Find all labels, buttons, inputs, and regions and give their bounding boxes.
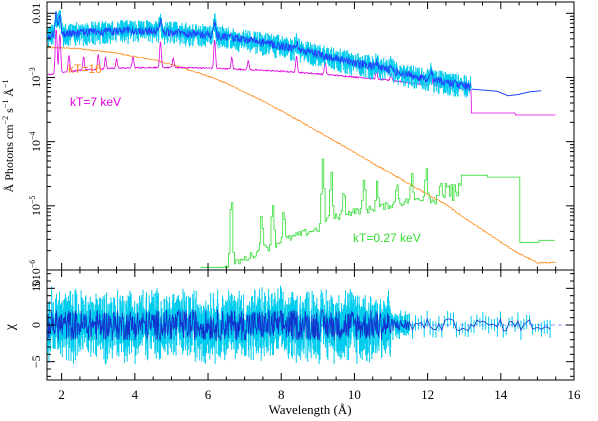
series-data-line xyxy=(47,11,472,91)
residual-plot-area xyxy=(47,285,574,365)
y-tick-label-residual: −5 xyxy=(29,355,43,368)
x-tick-label: 10 xyxy=(348,387,361,402)
x-tick-label: 12 xyxy=(421,387,434,402)
x-tick-label: 6 xyxy=(205,387,212,402)
y-tick-label-residual: 10 xyxy=(29,280,43,292)
y-tick-label: 0.01 xyxy=(29,3,43,24)
y-tick-label: 10−6 xyxy=(28,260,43,281)
x-tick-label: 8 xyxy=(278,387,285,402)
annotation-kt7: kT=7 keV xyxy=(70,95,121,109)
annotation-kt027: kT=0.27 keV xyxy=(353,231,421,245)
y-tick-label: 10−3 xyxy=(28,67,43,88)
x-tick-label: 2 xyxy=(58,387,65,402)
residual-ylabel: χ xyxy=(3,323,18,331)
xlabel: Wavelength (Å) xyxy=(268,402,351,417)
x-tick-label: 14 xyxy=(494,387,508,402)
annotation-kt16: kT=16 xyxy=(68,62,102,76)
y-tick-label: 10−4 xyxy=(28,131,43,152)
series-kt16-line xyxy=(47,46,556,264)
x-tick-label: 4 xyxy=(132,387,139,402)
y-tick-label-residual: 0 xyxy=(29,322,43,328)
series-kt7-line xyxy=(47,29,556,116)
series-kt027-line xyxy=(200,158,555,268)
series-data-errorbars xyxy=(47,10,472,98)
spectrum-ylabel: Å Photons cm−2 s−1 Å−1 xyxy=(1,80,16,193)
y-tick-label: 10−5 xyxy=(28,196,43,217)
spectrum-plot-area xyxy=(47,10,556,268)
series-data-tail xyxy=(471,88,542,97)
residual-line xyxy=(47,308,551,342)
x-tick-label: 16 xyxy=(568,387,582,402)
y-tick-label-residual: 5 xyxy=(29,281,43,287)
